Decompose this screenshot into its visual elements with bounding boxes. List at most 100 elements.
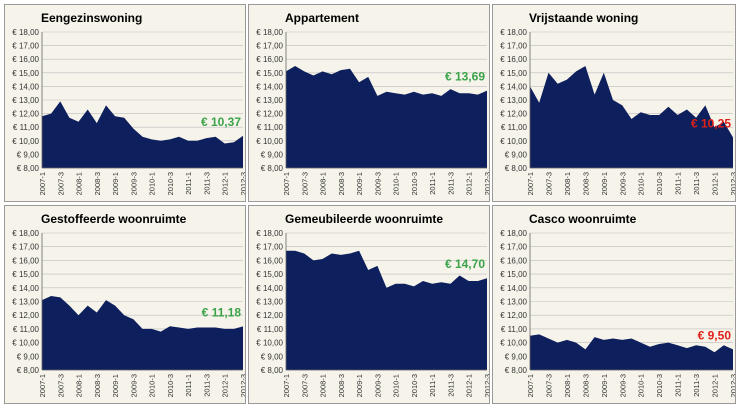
x-tick-label: 2012-3	[239, 374, 246, 397]
x-tick-label: 2009-3	[129, 374, 138, 397]
y-tick-label: € 11,00	[13, 123, 40, 132]
y-tick-label: € 18,00	[256, 28, 283, 37]
y-tick-label: € 18,00	[500, 229, 527, 238]
y-tick-label: € 17,00	[12, 42, 39, 51]
y-tick-label: € 13,00	[256, 298, 283, 307]
y-tick-label: € 10,00	[500, 137, 527, 146]
x-tick-label: 2011-1	[674, 374, 683, 397]
area-series	[286, 66, 487, 168]
x-tick-label: 2007-1	[526, 172, 535, 195]
y-tick-label: € 11,00	[257, 325, 284, 334]
x-tick-label: 2007-1	[38, 172, 47, 195]
x-tick-label: 2010-3	[410, 374, 419, 397]
x-tick-label: 2008-1	[563, 374, 572, 397]
y-tick-label: € 18,00	[256, 229, 283, 238]
x-tick-label: 2007-3	[56, 172, 65, 195]
y-tick-label: € 16,00	[500, 256, 527, 265]
x-tick-label: 2010-1	[148, 374, 157, 397]
y-tick-label: € 12,00	[256, 311, 283, 320]
area-chart: € 8,00 € 9,00 € 10,00 € 11,00 € 12,00 € 13,00…	[12, 229, 246, 397]
x-tick-label: 2007-3	[300, 374, 309, 397]
x-tick-label: 2007-1	[38, 374, 47, 397]
area-series	[42, 296, 243, 370]
y-tick-label: € 9,00	[17, 150, 40, 159]
y-tick-label: € 12,00	[256, 110, 283, 119]
x-tick-label: 2008-1	[563, 172, 572, 195]
x-tick-label: 2011-3	[692, 172, 701, 195]
y-tick-label: € 9,00	[17, 352, 40, 361]
y-tick-label: € 14,00	[12, 284, 39, 293]
value-callout: € 10,25	[691, 116, 731, 130]
y-tick-label: € 12,00	[12, 311, 39, 320]
y-tick-label: € 15,00	[500, 270, 527, 279]
x-tick-label: 2010-1	[637, 172, 646, 195]
value-callout: € 11,18	[202, 305, 242, 319]
x-tick-label: 2008-3	[337, 374, 346, 397]
y-tick-label: € 18,00	[12, 28, 39, 37]
x-tick-label: 2012-3	[729, 374, 736, 397]
y-tick-label: € 8,00	[505, 164, 528, 173]
y-tick-label: € 17,00	[500, 243, 527, 252]
y-tick-label: € 18,00	[500, 28, 527, 37]
y-tick-label: € 9,00	[261, 352, 284, 361]
x-tick-label: 2009-1	[600, 172, 609, 195]
y-tick-label: € 10,00	[256, 339, 283, 348]
x-tick-label: 2007-3	[544, 374, 553, 397]
x-tick-label: 2009-3	[373, 374, 382, 397]
area-series	[530, 334, 733, 370]
area-chart: € 8,00 € 9,00 € 10,00 € 11,00 € 12,00 € 13,00…	[500, 229, 736, 397]
x-tick-label: 2011-3	[202, 172, 211, 195]
y-tick-label: € 14,00	[12, 82, 39, 91]
x-tick-label: 2007-3	[56, 374, 65, 397]
y-tick-label: € 16,00	[500, 55, 527, 64]
x-tick-label: 2011-1	[184, 374, 193, 397]
x-tick-label: 2011-1	[184, 172, 193, 195]
x-tick-label: 2007-1	[282, 172, 291, 195]
x-tick-label: 2012-1	[221, 374, 230, 397]
y-tick-label: € 12,00	[12, 110, 39, 119]
y-tick-label: € 14,00	[256, 284, 283, 293]
y-tick-label: € 11,00	[13, 325, 40, 334]
value-callout: € 9,50	[698, 328, 732, 342]
x-tick-label: 2010-1	[392, 172, 401, 195]
x-tick-label: 2011-1	[674, 172, 683, 195]
y-tick-label: € 15,00	[256, 69, 283, 78]
x-tick-label: 2011-3	[692, 374, 701, 397]
x-tick-label: 2009-1	[355, 374, 364, 397]
y-tick-label: € 15,00	[500, 69, 527, 78]
chart-title: Casco woonruimte	[529, 212, 637, 226]
chart-title: Vrijstaande woning	[529, 11, 639, 25]
y-tick-label: € 12,00	[500, 110, 527, 119]
chart-panel-gemeubileerde-woonruimte: € 8,00 € 9,00 € 10,00 € 11,00 € 12,00 € 13,00…	[248, 205, 490, 404]
x-tick-label: 2010-3	[166, 374, 175, 397]
x-tick-label: 2008-3	[581, 374, 590, 397]
x-tick-label: 2008-3	[93, 374, 102, 397]
x-tick-label: 2008-1	[75, 374, 84, 397]
x-tick-label: 2011-3	[446, 374, 455, 397]
chart-title: Gemeubileerde woonruimte	[285, 212, 444, 226]
x-tick-label: 2007-3	[544, 172, 553, 195]
x-tick-label: 2010-3	[410, 172, 419, 195]
area-chart: € 8,00 € 9,00 € 10,00 € 11,00 € 12,00 € 13,00…	[256, 229, 489, 397]
x-tick-label: 2009-1	[111, 172, 120, 195]
x-tick-label: 2008-3	[581, 172, 590, 195]
y-tick-label: € 16,00	[256, 55, 283, 64]
y-tick-label: € 14,00	[500, 82, 527, 91]
area-chart: € 8,00 € 9,00 € 10,00 € 11,00 € 12,00 € 13,00…	[12, 28, 245, 195]
x-tick-label: 2012-1	[221, 172, 230, 195]
chart-title: Appartement	[285, 11, 360, 25]
x-tick-label: 2010-3	[655, 374, 664, 397]
y-tick-label: € 15,00	[12, 69, 39, 78]
y-tick-label: € 15,00	[256, 270, 283, 279]
chart-panel-casco-woonruimte: € 8,00 € 9,00 € 10,00 € 11,00 € 12,00 € 13,00…	[492, 205, 736, 404]
y-tick-label: € 9,00	[505, 150, 528, 159]
x-tick-label: 2012-3	[483, 172, 490, 195]
y-tick-label: € 10,00	[12, 137, 39, 146]
y-tick-label: € 17,00	[256, 42, 283, 51]
x-tick-label: 2009-3	[618, 374, 627, 397]
y-tick-label: € 9,00	[505, 352, 528, 361]
y-tick-label: € 17,00	[500, 42, 527, 51]
x-tick-label: 2007-1	[282, 374, 291, 397]
area-series	[530, 66, 733, 168]
